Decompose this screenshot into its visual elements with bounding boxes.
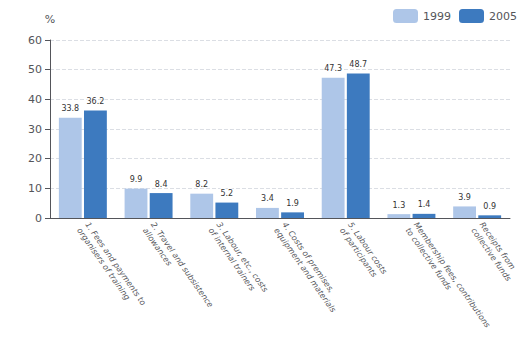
svg-text:to collective funds: to collective funds <box>404 226 454 291</box>
svg-text:47.3: 47.3 <box>324 64 342 73</box>
svg-text:5. Labour costs: 5. Labour costs <box>346 220 389 276</box>
svg-text:33.8: 33.8 <box>61 104 79 113</box>
svg-text:20: 20 <box>28 152 42 165</box>
svg-text:collective funds: collective funds <box>469 226 512 283</box>
svg-text:3.4: 3.4 <box>261 194 274 203</box>
svg-text:0: 0 <box>35 212 42 225</box>
svg-text:9.9: 9.9 <box>130 175 143 184</box>
svg-text:2. Travel and subsistence: 2. Travel and subsistence <box>149 221 215 310</box>
svg-text:1.3: 1.3 <box>392 201 405 210</box>
svg-text:5.2: 5.2 <box>220 189 233 198</box>
svg-text:8.4: 8.4 <box>155 180 168 189</box>
svg-text:60: 60 <box>28 34 42 47</box>
svg-text:%: % <box>45 13 55 26</box>
svg-text:36.2: 36.2 <box>87 97 105 106</box>
svg-text:equipment and materials: equipment and materials <box>272 226 337 314</box>
svg-text:of participants: of participants <box>338 226 379 279</box>
svg-text:30: 30 <box>28 123 42 136</box>
svg-text:50: 50 <box>28 63 42 76</box>
svg-text:0.9: 0.9 <box>483 202 496 211</box>
svg-text:2005: 2005 <box>489 10 517 23</box>
svg-text:1999: 1999 <box>423 10 451 23</box>
svg-text:40: 40 <box>28 93 42 106</box>
svg-text:of internal trainers: of internal trainers <box>207 226 257 292</box>
svg-text:1.4: 1.4 <box>418 200 431 209</box>
svg-text:Receipts from: Receipts from <box>477 220 517 272</box>
svg-text:10: 10 <box>28 182 42 195</box>
svg-text:allowances: allowances <box>141 226 174 267</box>
svg-text:8.2: 8.2 <box>195 180 208 189</box>
svg-text:3. Labour, etc., costs: 3. Labour, etc., costs <box>215 221 270 294</box>
svg-text:1. Fees and payments to: 1. Fees and payments to <box>83 221 147 308</box>
svg-text:48.7: 48.7 <box>349 60 367 69</box>
svg-text:1.9: 1.9 <box>286 199 299 208</box>
svg-text:3.9: 3.9 <box>458 193 471 202</box>
svg-text:organisers of training: organisers of training <box>75 226 132 301</box>
svg-text:4. Costs of premises,: 4. Costs of premises, <box>280 221 336 295</box>
svg-text:Membership fees, contributions: Membership fees, contributions <box>411 220 492 330</box>
